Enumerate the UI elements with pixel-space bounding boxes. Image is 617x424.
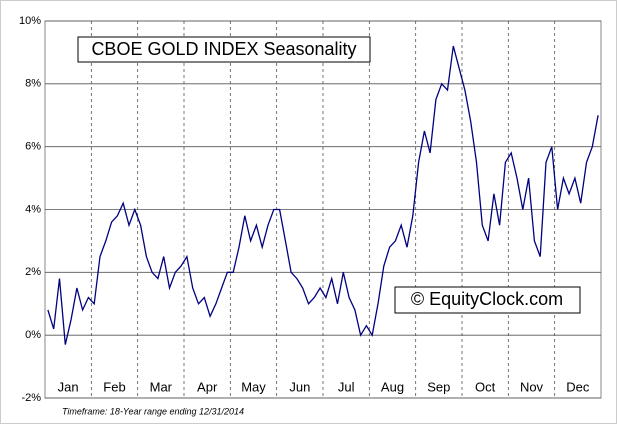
chart-title: CBOE GOLD INDEX Seasonality [91, 39, 356, 59]
y-tick-label: 10% [19, 15, 41, 27]
x-tick-label: Dec [566, 379, 590, 394]
y-tick-label: 8% [25, 78, 41, 90]
title-box [77, 36, 371, 63]
y-tick-label: -2% [21, 392, 41, 404]
x-tick-label: Apr [197, 379, 218, 394]
footnote: Timeframe: 18-Year range ending 12/31/20… [62, 406, 244, 416]
y-tick-label: 6% [25, 141, 41, 153]
y-tick-label: 2% [25, 266, 41, 278]
series-line [47, 45, 599, 345]
y-tick-label: 0% [25, 329, 41, 341]
watermark: © EquityClock.com [411, 289, 563, 309]
x-tick-label: Jan [58, 379, 79, 394]
x-tick-label: Sep [427, 379, 450, 394]
x-tick-label: Nov [520, 379, 544, 394]
x-tick-label: Jul [338, 379, 355, 394]
y-tick-label: 4% [25, 203, 41, 215]
x-tick-label: Oct [475, 379, 496, 394]
x-tick-label: Jun [289, 379, 310, 394]
x-tick-label: Feb [103, 379, 125, 394]
watermark-box [394, 286, 581, 314]
x-tick-label: Aug [381, 379, 404, 394]
x-tick-label: Mar [150, 379, 173, 394]
x-tick-label: May [241, 379, 266, 394]
